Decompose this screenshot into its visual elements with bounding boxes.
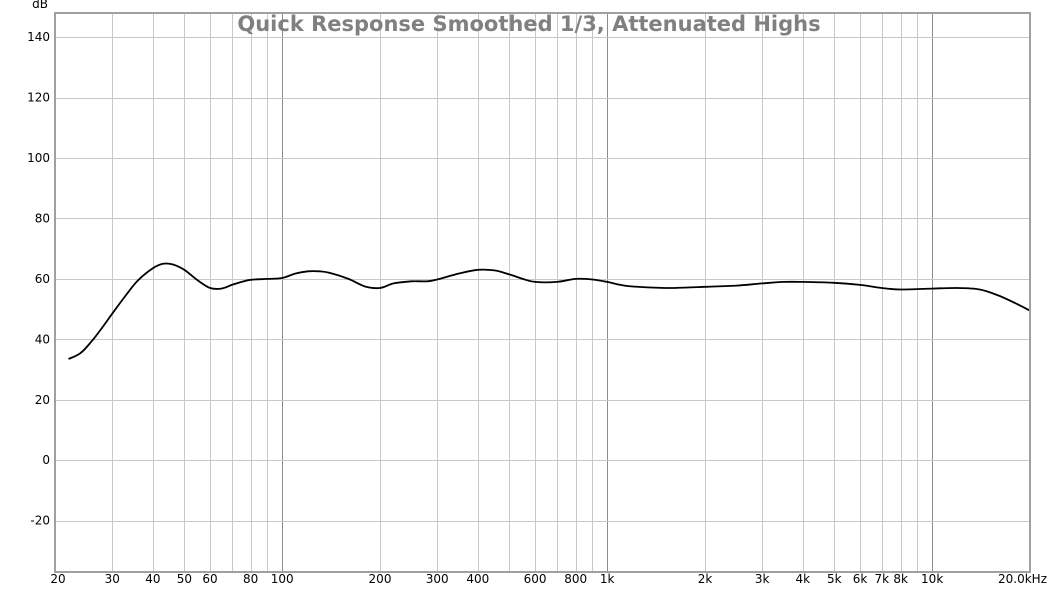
series-layer <box>68 262 1031 360</box>
x-tick-label: 40 <box>145 572 160 586</box>
y-tick-label: 140 <box>27 30 50 44</box>
y-tick-labels: 140 120 100 80 60 40 20 0 -20 <box>27 30 50 527</box>
x-tick-label: 300 <box>426 572 449 586</box>
x-tick-label: 20 <box>50 572 65 586</box>
x-tick-label: 60 <box>202 572 217 586</box>
x-tick-label: 200 <box>369 572 392 586</box>
x-tick-label: 2k <box>698 572 713 586</box>
x-tick-label: 600 <box>524 572 547 586</box>
y-tick-label: 0 <box>42 453 50 467</box>
y-tick-label: 100 <box>27 151 50 165</box>
x-tick-label: 800 <box>564 572 587 586</box>
x-tick-label: 3k <box>755 572 770 586</box>
x-tick-label: 100 <box>271 572 294 586</box>
y-tick-label: 20 <box>35 393 50 407</box>
x-tick-label: 20.0kHz <box>998 572 1047 586</box>
x-tick-label: 1k <box>600 572 615 586</box>
y-unit-label: dB <box>32 0 48 11</box>
chart-title: Quick Response Smoothed 1/3, Attenuated … <box>237 12 820 36</box>
y-tick-label: -20 <box>30 514 50 528</box>
x-tick-label: 6k <box>853 572 868 586</box>
x-tick-label: 7k <box>875 572 890 586</box>
y-tick-label: 40 <box>35 332 50 346</box>
y-tick-label: 120 <box>27 91 50 105</box>
plot-area <box>55 13 1030 572</box>
x-tick-label: 400 <box>466 572 489 586</box>
x-tick-label: 30 <box>105 572 120 586</box>
x-tick-label: 4k <box>796 572 811 586</box>
x-tick-label: 10k <box>921 572 943 586</box>
plot-frame <box>54 12 1031 573</box>
x-tick-label: 80 <box>243 572 258 586</box>
x-tick-label: 8k <box>893 572 908 586</box>
grid <box>55 13 1030 572</box>
y-tick-label: 60 <box>35 272 50 286</box>
x-tick-label: 5k <box>827 572 842 586</box>
x-tick-label: 50 <box>177 572 192 586</box>
y-tick-label: 80 <box>35 211 50 225</box>
series-line <box>68 262 1031 360</box>
x-tick-labels: 20 30 40 50 60 80 100 200 300 400 600 800 1k 2k 3k 4k 5k… <box>50 572 1047 586</box>
